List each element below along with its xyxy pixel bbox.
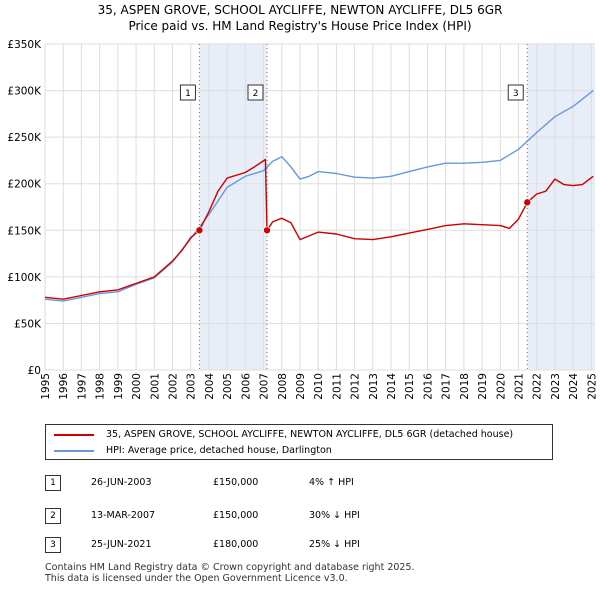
sale-label-box	[507, 84, 524, 101]
legend: 35, ASPEN GROVE, SCHOOL AYCLIFFE, NEWTON…	[45, 424, 553, 460]
series-line	[44, 90, 594, 302]
y-tick-label: £0	[28, 365, 41, 377]
sale-label-text: 2	[253, 89, 259, 99]
sale-point	[523, 198, 532, 207]
x-tick-label: 2010	[313, 373, 325, 400]
legend-item-hpi: HPI: Average price, detached house, Darl…	[54, 443, 332, 459]
sale-label-box	[179, 84, 196, 101]
x-tick-label: 1999	[113, 373, 125, 400]
y-tick-label: £150K	[7, 225, 42, 237]
x-tick-label: 2001	[149, 373, 161, 400]
footer: Contains HM Land Registry data © Crown c…	[45, 562, 415, 584]
x-tick-label: 2008	[277, 373, 289, 400]
x-tick-label: 2024	[568, 373, 580, 400]
x-tick-label: 2021	[514, 373, 526, 400]
x-tick-label: 2013	[368, 373, 380, 400]
legend-swatch-series	[54, 433, 94, 436]
sale-label-box	[247, 84, 264, 101]
footer-licence: This data is licensed under the Open Gov…	[45, 573, 348, 584]
sale-label-text: 1	[185, 89, 191, 99]
legend-swatch-hpi	[54, 449, 94, 452]
x-tick-label: 1995	[40, 373, 52, 400]
x-tick-label: 2025	[586, 373, 598, 400]
sale-row-1: 1 26-JUN-2003 £150,000 4% ↑ HPI	[45, 475, 465, 491]
sale-hpi: 30% ↓ HPI	[309, 510, 360, 521]
x-tick-label: 2004	[204, 373, 216, 400]
sale-points	[195, 198, 532, 235]
legend-item-series: 35, ASPEN GROVE, SCHOOL AYCLIFFE, NEWTON…	[54, 427, 513, 443]
grid	[44, 43, 595, 371]
sale-price: £150,000	[213, 477, 259, 488]
x-tick-label: 2007	[259, 373, 271, 400]
chart-title: 35, ASPEN GROVE, SCHOOL AYCLIFFE, NEWTON…	[97, 3, 503, 17]
x-tick-label: 2017	[441, 373, 453, 400]
axes: £0 £50K £100K £150K £200K £250K £300K £350K 1995…	[7, 39, 598, 400]
sale-point	[195, 226, 204, 235]
x-tick-label: 1998	[95, 373, 107, 400]
sale-badge: 3	[45, 537, 61, 553]
x-tick-label: 2016	[422, 373, 434, 400]
y-tick-label: £300K	[7, 86, 42, 98]
price-chart: 1 2 3 £0 £50K £100K £150K £200K £250K £300K £350K…	[7, 39, 598, 400]
sale-date: 25-JUN-2021	[91, 539, 152, 550]
x-tick-label: 2006	[240, 373, 252, 400]
legend-label-series: 35, ASPEN GROVE, SCHOOL AYCLIFFE, NEWTON…	[106, 429, 514, 440]
legend-label-hpi: HPI: Average price, detached house, Darl…	[106, 445, 332, 456]
shaded-period	[527, 44, 595, 370]
sale-badge: 2	[45, 508, 61, 524]
sale-row-3: 3 25-JUN-2021 £180,000 25% ↓ HPI	[45, 537, 465, 553]
sale-price: £180,000	[213, 539, 259, 550]
x-tick-label: 2022	[532, 373, 544, 400]
chart-title-block: 35, ASPEN GROVE, SCHOOL AYCLIFFE, NEWTON…	[0, 2, 600, 34]
x-tick-label: 1997	[76, 373, 88, 400]
x-tick-label: 2009	[295, 373, 307, 400]
x-tick-label: 2000	[131, 373, 143, 400]
x-tick-label: 2014	[386, 373, 398, 400]
x-tick-label: 1996	[58, 373, 70, 400]
sale-hpi: 25% ↓ HPI	[309, 539, 360, 550]
sale-price: £150,000	[213, 510, 259, 521]
x-tick-label: 2002	[167, 373, 179, 400]
sale-hpi: 4% ↑ HPI	[309, 477, 354, 488]
footer-copyright: Contains HM Land Registry data © Crown c…	[45, 562, 415, 573]
sale-row-2: 2 13-MAR-2007 £150,000 30% ↓ HPI	[45, 508, 465, 524]
y-tick-label: £50K	[14, 318, 42, 330]
sale-badge: 1	[45, 475, 61, 491]
x-tick-label: 2018	[459, 373, 471, 400]
y-tick-label: £100K	[7, 272, 42, 284]
sale-labels: 1 2 3	[179, 84, 524, 101]
sale-point	[263, 226, 271, 235]
x-tick-label: 2019	[477, 373, 489, 400]
x-tick-label: 2012	[350, 373, 362, 400]
sale-date: 13-MAR-2007	[91, 510, 156, 521]
x-tick-label: 2011	[331, 373, 343, 400]
sale-label-text: 3	[513, 89, 519, 99]
y-tick-label: £200K	[7, 179, 42, 191]
x-tick-label: 2023	[550, 373, 562, 400]
y-tick-label: £350K	[7, 39, 42, 51]
x-tick-label: 2003	[186, 373, 198, 400]
sale-date: 26-JUN-2003	[91, 477, 152, 488]
plot-background	[45, 44, 595, 370]
x-tick-label: 2015	[404, 373, 416, 400]
shaded-periods	[45, 44, 595, 370]
x-tick-label: 2020	[495, 373, 507, 400]
chart-subtitle: Price paid vs. HM Land Registry's House …	[128, 19, 472, 33]
y-tick-label: £250K	[7, 132, 42, 144]
x-tick-label: 2005	[222, 373, 234, 400]
